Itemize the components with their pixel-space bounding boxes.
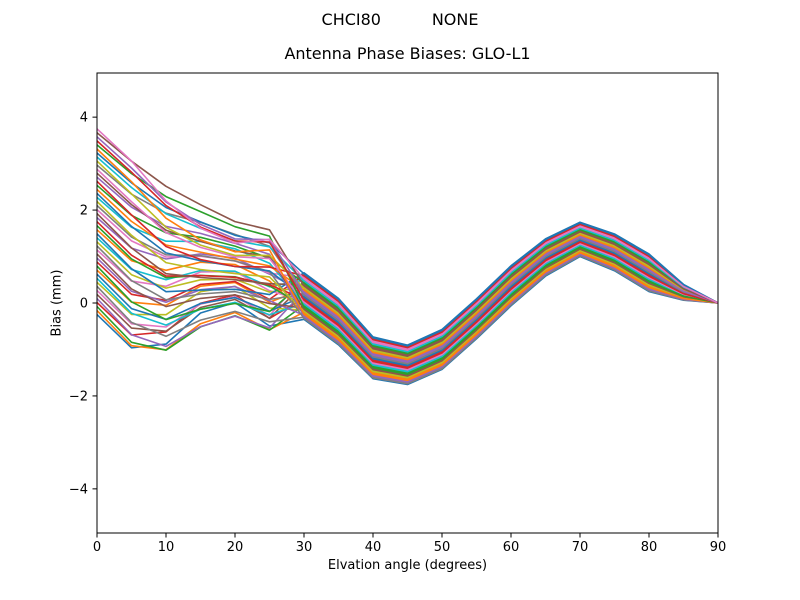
- series-line: [96, 128, 719, 352]
- x-tick-label: 40: [365, 540, 382, 555]
- y-tick-label: 4: [80, 111, 88, 126]
- axes-title: Antenna Phase Biases: GLO-L1: [284, 44, 531, 63]
- series-line: [96, 148, 719, 382]
- series-line: [96, 188, 719, 361]
- y-tick-label: −2: [69, 389, 88, 404]
- x-tick-label: 0: [93, 540, 101, 555]
- series-line: [96, 180, 719, 349]
- figure-suptitle: CHCI80 NONE: [321, 10, 479, 29]
- x-tick-label: 30: [296, 540, 313, 555]
- y-tick-label: 0: [80, 297, 88, 312]
- series-line: [96, 176, 719, 383]
- series-line: [96, 200, 719, 379]
- y-tick-label: 2: [80, 204, 88, 219]
- series-line: [96, 168, 719, 371]
- x-axis-label: Elvation angle (degrees): [327, 558, 488, 573]
- x-tick-label: 60: [503, 540, 520, 555]
- x-tick-label: 50: [434, 540, 451, 555]
- series-line: [96, 144, 719, 376]
- series-line: [96, 132, 719, 358]
- x-tick-label: 80: [641, 540, 658, 555]
- axes-spines: [96, 72, 719, 534]
- x-tick-label: 10: [158, 540, 175, 555]
- y-tick-label: −4: [69, 482, 88, 497]
- x-tick-label: 20: [227, 540, 244, 555]
- x-tick-label: 70: [572, 540, 589, 555]
- series-line: [96, 152, 719, 347]
- series-line: [96, 204, 719, 385]
- series-line: [96, 184, 719, 355]
- series-line: [96, 192, 719, 367]
- series-line: [96, 136, 719, 364]
- x-tick-label: 90: [710, 540, 727, 555]
- series-line: [96, 160, 719, 359]
- series-line: [96, 172, 719, 377]
